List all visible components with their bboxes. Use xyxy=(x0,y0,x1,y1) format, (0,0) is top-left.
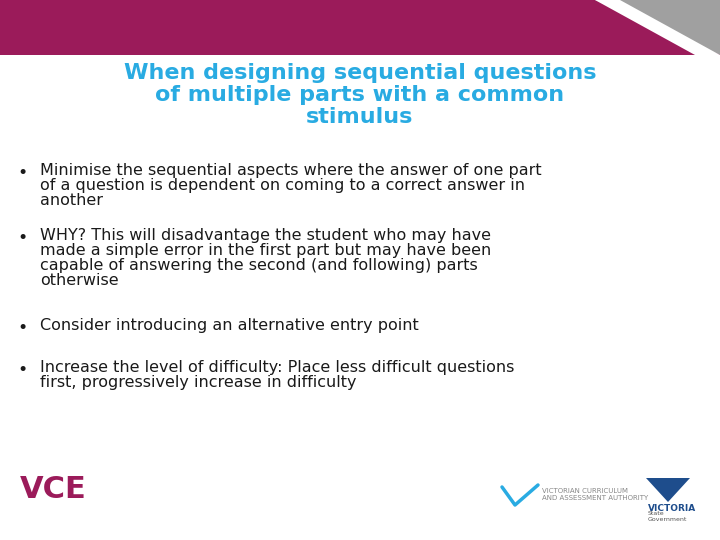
Text: of multiple parts with a common: of multiple parts with a common xyxy=(156,85,564,105)
Text: capable of answering the second (and following) parts: capable of answering the second (and fol… xyxy=(40,258,478,273)
Text: VCE: VCE xyxy=(20,476,86,504)
Text: WHY? This will disadvantage the student who may have: WHY? This will disadvantage the student … xyxy=(40,228,491,243)
Text: VICTORIA: VICTORIA xyxy=(648,504,696,513)
Text: first, progressively increase in difficulty: first, progressively increase in difficu… xyxy=(40,375,356,390)
Text: Consider introducing an alternative entry point: Consider introducing an alternative entr… xyxy=(40,318,419,333)
Text: State
Government: State Government xyxy=(648,511,688,522)
Text: •: • xyxy=(17,229,27,247)
Polygon shape xyxy=(595,0,720,55)
Text: •: • xyxy=(17,319,27,337)
Text: made a simple error in the first part but may have been: made a simple error in the first part bu… xyxy=(40,243,491,258)
Text: Increase the level of difficulty: Place less difficult questions: Increase the level of difficulty: Place … xyxy=(40,360,514,375)
Text: •: • xyxy=(17,361,27,379)
Polygon shape xyxy=(646,478,690,502)
Text: otherwise: otherwise xyxy=(40,273,119,288)
Polygon shape xyxy=(595,0,720,55)
Text: stimulus: stimulus xyxy=(306,107,414,127)
Text: •: • xyxy=(17,164,27,182)
Text: When designing sequential questions: When designing sequential questions xyxy=(124,63,596,83)
Text: VICTORIAN CURRICULUM
AND ASSESSMENT AUTHORITY: VICTORIAN CURRICULUM AND ASSESSMENT AUTH… xyxy=(542,488,648,501)
Bar xyxy=(0,0,720,55)
Text: of a question is dependent on coming to a correct answer in: of a question is dependent on coming to … xyxy=(40,178,525,193)
Text: Minimise the sequential aspects where the answer of one part: Minimise the sequential aspects where th… xyxy=(40,163,541,178)
Text: another: another xyxy=(40,193,103,208)
